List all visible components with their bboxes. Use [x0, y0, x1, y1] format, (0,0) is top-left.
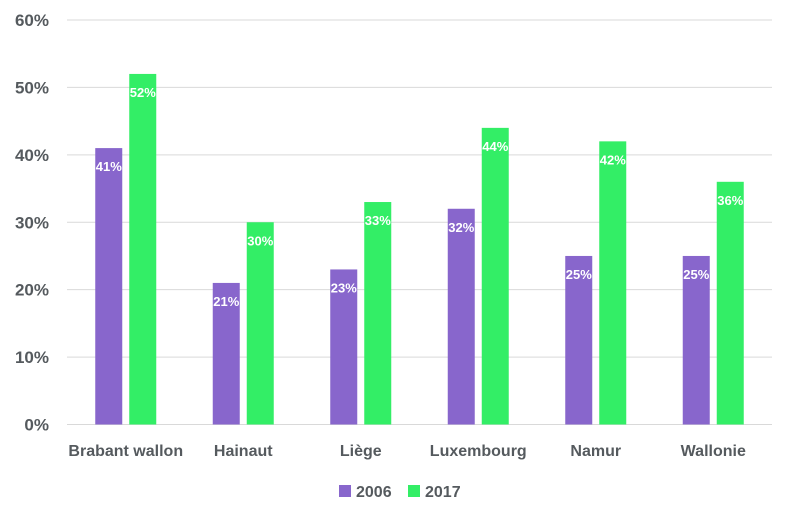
x-category-label: Luxembourg: [430, 443, 527, 460]
x-category-label: Liège: [340, 443, 382, 460]
y-tick-label: 20%: [15, 281, 49, 300]
data-label: 33%: [365, 213, 391, 228]
y-tick-label: 60%: [15, 11, 49, 30]
y-tick-label: 30%: [15, 213, 49, 232]
x-category-label: Wallonie: [681, 443, 746, 460]
y-tick-label: 10%: [15, 348, 49, 367]
data-label: 52%: [130, 85, 156, 100]
bar-2017-3: [481, 127, 509, 425]
data-labels: 41% 52% 21% 30% 23% 33% 32% 44% 25% 42% 25% 36%: [96, 85, 744, 309]
data-label: 23%: [331, 280, 357, 295]
bar-2006-5: [682, 255, 710, 425]
data-label: 25%: [566, 267, 592, 282]
legend-swatch-2017: [408, 485, 420, 497]
data-label: 44%: [482, 139, 508, 154]
x-category-label: Hainaut: [214, 443, 273, 460]
bar-2017-2: [364, 202, 392, 425]
data-label: 41%: [96, 159, 122, 174]
legend: 2006 2017: [339, 484, 461, 501]
bar-2006-0: [95, 148, 123, 425]
x-axis-categories: Brabant wallon Hainaut Liège Luxembourg Namu…: [68, 443, 746, 460]
x-category-label: Brabant wallon: [68, 443, 183, 460]
y-tick-label: 0%: [24, 416, 49, 435]
bar-2006-1: [212, 282, 240, 425]
y-tick-label: 50%: [15, 78, 49, 97]
data-label: 30%: [247, 233, 273, 248]
data-label: 32%: [448, 220, 474, 235]
data-label: 25%: [683, 267, 709, 282]
y-axis-ticks: 0% 10% 20% 30% 40% 50% 60%: [15, 11, 49, 435]
bar-2006-3: [447, 208, 475, 425]
legend-label: 2006: [356, 484, 392, 501]
y-grid: [67, 19, 772, 425]
data-label: 36%: [717, 193, 743, 208]
x-category-label: Namur: [570, 443, 621, 460]
bar-2006-2: [330, 269, 358, 425]
data-label: 42%: [600, 152, 626, 167]
bar-2017-0: [129, 73, 157, 425]
bar-2017-5: [716, 181, 744, 425]
data-label: 21%: [213, 294, 239, 309]
bar-2006-4: [565, 255, 593, 425]
legend-swatch-2006: [339, 485, 351, 497]
y-tick-label: 40%: [15, 146, 49, 165]
legend-label: 2017: [425, 484, 461, 501]
bar-2017-1: [246, 222, 274, 425]
bar-2017-4: [599, 141, 627, 425]
bars: [95, 73, 744, 425]
